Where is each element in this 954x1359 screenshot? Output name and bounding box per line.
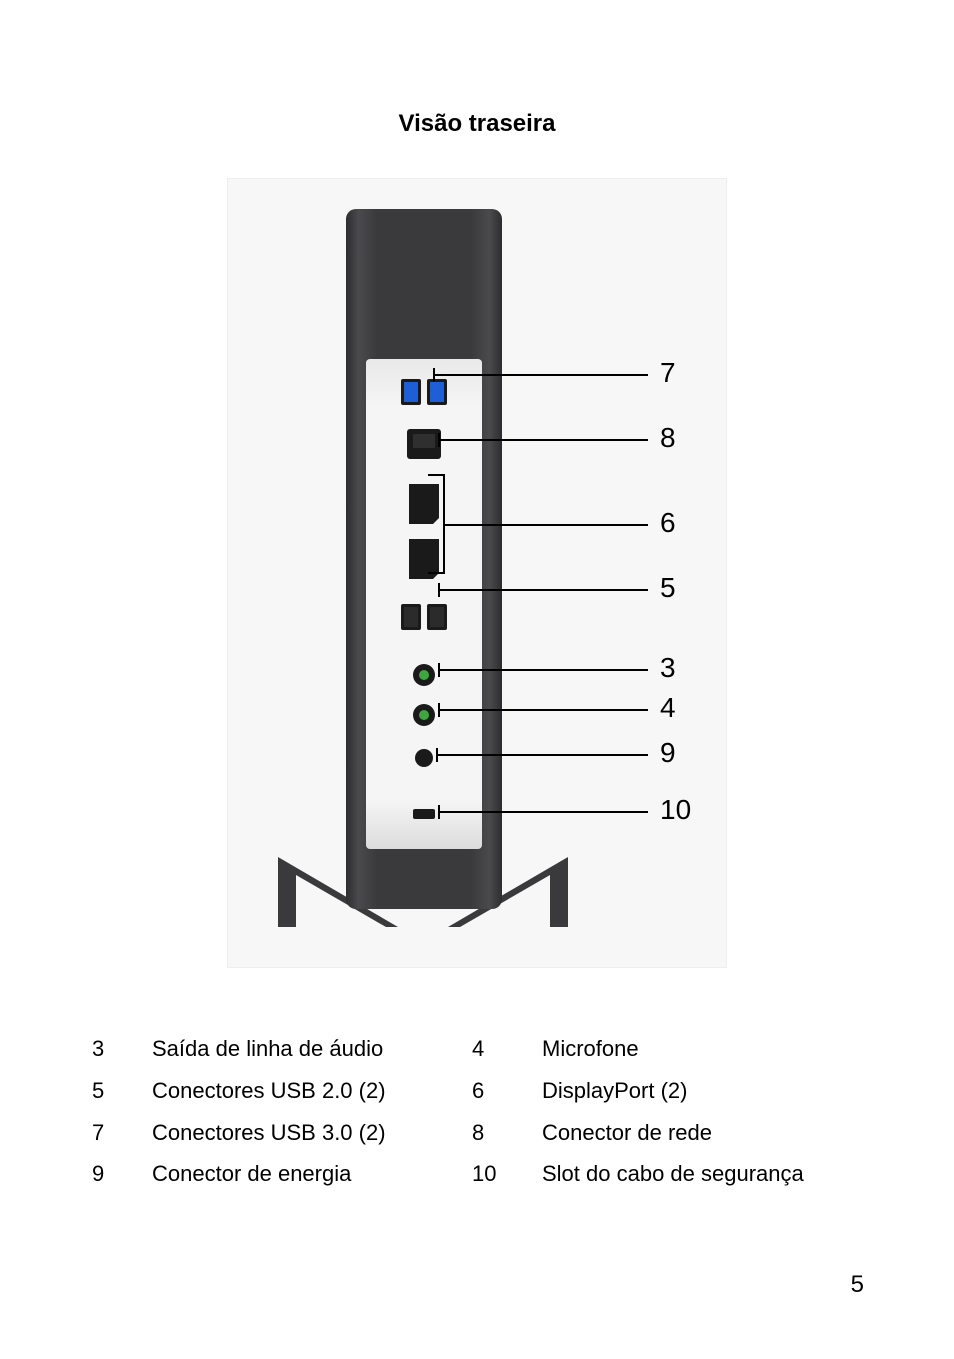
usb3-port bbox=[401, 379, 421, 405]
audio-lineout-jack bbox=[413, 664, 435, 686]
legend-num: 5 bbox=[92, 1070, 152, 1112]
legend-num: 9 bbox=[92, 1153, 152, 1195]
callout-9: 9 bbox=[660, 737, 676, 769]
page-title: Visão traseira bbox=[90, 110, 864, 138]
legend-label: Microfone bbox=[542, 1028, 862, 1070]
usb2-port bbox=[427, 604, 447, 630]
callout-10: 10 bbox=[660, 794, 691, 826]
usb3-ports bbox=[401, 379, 447, 405]
legend-num: 4 bbox=[472, 1028, 542, 1070]
usb2-port bbox=[401, 604, 421, 630]
legend-num: 10 bbox=[472, 1153, 542, 1195]
rear-view-figure: 7 8 6 5 3 bbox=[227, 178, 727, 968]
callout-8: 8 bbox=[660, 422, 676, 454]
callout-3: 3 bbox=[660, 652, 676, 684]
legend-num: 7 bbox=[92, 1112, 152, 1154]
legend-label: Slot do cabo de segurança bbox=[542, 1153, 862, 1195]
callout-7: 7 bbox=[660, 357, 676, 389]
legend-label: Saída de linha de áudio bbox=[152, 1028, 472, 1070]
displayport bbox=[409, 484, 439, 524]
legend-row: 9 Conector de energia 10 Slot do cabo de… bbox=[92, 1153, 862, 1195]
legend-row: 5 Conectores USB 2.0 (2) 6 DisplayPort (… bbox=[92, 1070, 862, 1112]
usb2-ports bbox=[401, 604, 447, 630]
legend-label: DisplayPort (2) bbox=[542, 1070, 862, 1112]
usb3-port bbox=[427, 379, 447, 405]
legend-label: Conector de energia bbox=[152, 1153, 472, 1195]
legend-label: Conector de rede bbox=[542, 1112, 862, 1154]
network-port bbox=[407, 429, 441, 459]
legend-num: 8 bbox=[472, 1112, 542, 1154]
legend-label: Conectores USB 2.0 (2) bbox=[152, 1070, 472, 1112]
security-cable-slot bbox=[413, 809, 435, 819]
device-rear-panel bbox=[366, 359, 482, 849]
callout-4: 4 bbox=[660, 692, 676, 724]
displayport bbox=[409, 539, 439, 579]
device-body bbox=[346, 209, 502, 909]
callout-5: 5 bbox=[660, 572, 676, 604]
legend-row: 3 Saída de linha de áudio 4 Microfone bbox=[92, 1028, 862, 1070]
legend-row: 7 Conectores USB 3.0 (2) 8 Conector de r… bbox=[92, 1112, 862, 1154]
page-number: 5 bbox=[851, 1271, 864, 1299]
legend-label: Conectores USB 3.0 (2) bbox=[152, 1112, 472, 1154]
microphone-jack bbox=[413, 704, 435, 726]
power-connector bbox=[415, 749, 433, 767]
legend-num: 3 bbox=[92, 1028, 152, 1070]
legend-table: 3 Saída de linha de áudio 4 Microfone 5 … bbox=[92, 1028, 862, 1195]
callout-6: 6 bbox=[660, 507, 676, 539]
legend-num: 6 bbox=[472, 1070, 542, 1112]
